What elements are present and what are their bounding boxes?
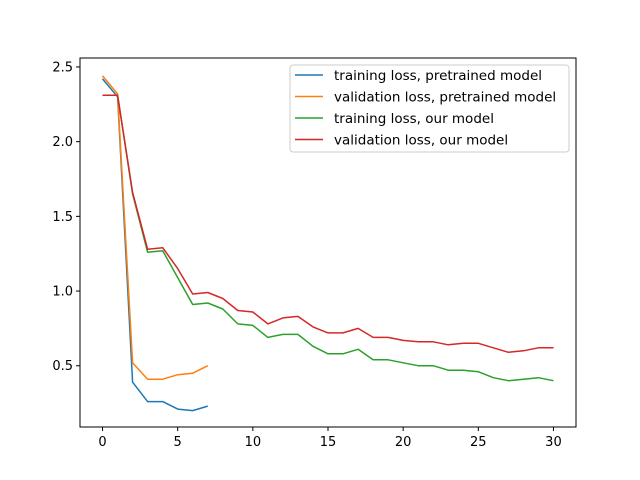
y-tick-label: 1.5 [52,210,73,225]
series-line-1 [101,78,209,412]
plot-area: 0 5 10 15 20 25 30 0.5 1.0 1.5 2.0 2.5 [52,57,577,450]
y-tick-label: 0.5 [52,359,73,374]
x-tick-label: 20 [395,435,412,450]
legend-label: training loss, our model [334,111,494,127]
x-tick-label: 10 [245,435,262,450]
y-tick-label: 1.0 [52,285,73,300]
y-axis-ticks: 0.5 1.0 1.5 2.0 2.5 [52,60,80,374]
legend-label: training loss, pretrained model [334,68,542,84]
series-line-3 [102,94,554,382]
x-axis-ticks: 0 5 10 15 20 25 30 [98,427,562,450]
series-lines [101,75,554,412]
x-tick-label: 15 [320,435,337,450]
legend-box [289,64,570,153]
y-tick-label: 2.0 [52,135,73,150]
series-line-2 [101,75,209,380]
series-line-4 [102,94,554,354]
x-tick-label: 0 [98,435,106,450]
x-tick-label: 30 [545,435,562,450]
legend-label: validation loss, our model [334,133,508,149]
legend: training loss, pretrained model validatio… [289,64,570,153]
x-tick-label: 25 [470,435,487,450]
y-tick-label: 2.5 [52,60,73,75]
x-tick-label: 5 [174,435,182,450]
legend-label: validation loss, pretrained model [334,90,556,106]
